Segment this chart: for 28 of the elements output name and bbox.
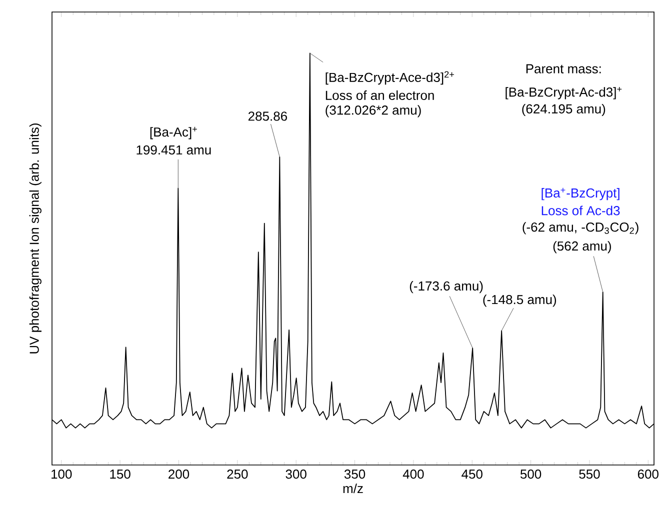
annotation: [Ba-BzCrypt-Ac-d3]$^{+}$ xyxy=(506,86,622,100)
x-tick-label: 250 xyxy=(227,470,248,479)
annotation: (-62 amu, -CD$_{3}$CO$_{2}$) xyxy=(522,222,638,234)
annotation: [Ba-Ac]$^{+}$ xyxy=(150,126,197,140)
annotation: (-173.6 amu) xyxy=(410,281,483,294)
annotation: (312.026*2 amu) xyxy=(326,105,421,118)
x-tick-label: 400 xyxy=(402,470,424,479)
annotation: Parent mass: xyxy=(526,64,601,74)
x-tick-label: 600 xyxy=(638,470,658,479)
x-tick-label: 150 xyxy=(110,470,130,479)
annotation: 199.451 amu xyxy=(136,145,211,155)
annotation: 285.86 xyxy=(248,112,287,121)
x-tick-label: 350 xyxy=(344,470,366,479)
x-tick-label: 550 xyxy=(579,470,600,479)
x-tick-label: 100 xyxy=(52,470,72,479)
annotation: (624.195 amu) xyxy=(522,104,606,116)
y-axis-title: UV photofragment Ion signal (arb. units) xyxy=(29,123,42,354)
annotation: Loss of Ac-d3 xyxy=(542,206,620,216)
x-tick-label: 300 xyxy=(286,470,306,479)
x-axis-title: m/z xyxy=(343,484,363,494)
annotation: [Ba$^{+}$-BzCrypt] xyxy=(542,188,620,200)
annotation: (562 amu) xyxy=(553,241,611,254)
x-tick-label: 450 xyxy=(462,470,482,479)
x-tick-label: 200 xyxy=(168,470,190,479)
annotation: (-148.5 amu) xyxy=(483,294,556,307)
annotation: [Ba-BzCrypt-Ace-d3]$^{2+}$ xyxy=(326,71,454,85)
annotation: Loss of an electron xyxy=(326,90,434,100)
x-tick-label: 500 xyxy=(520,470,542,479)
